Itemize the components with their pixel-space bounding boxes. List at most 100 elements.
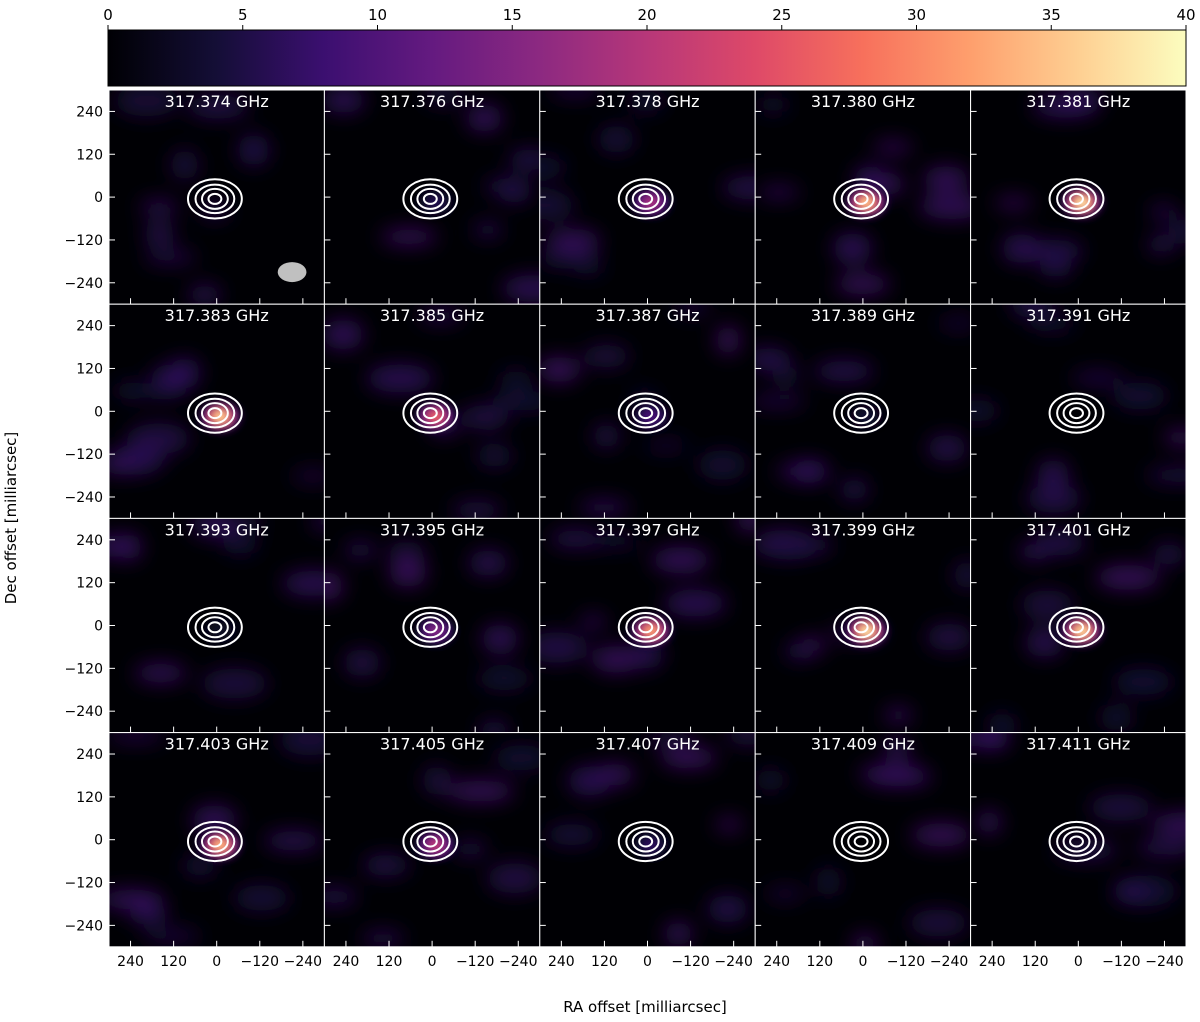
continuum-contours <box>402 820 459 863</box>
contour-line <box>409 183 451 215</box>
contour-line <box>625 612 667 643</box>
channel-frequency-label: 317.403 GHz <box>165 735 269 754</box>
x-tick-label: 240 <box>117 954 144 970</box>
y-tick-label: 0 <box>94 833 103 849</box>
channel-frequency-label: 317.399 GHz <box>811 520 915 539</box>
contour-line <box>625 826 667 857</box>
continuum-contours <box>186 392 243 434</box>
channel-frequency-label: 317.393 GHz <box>165 520 269 539</box>
noise-field <box>755 736 971 947</box>
y-tick-label: 120 <box>76 790 103 806</box>
x-tick-label: −240 <box>1145 954 1183 970</box>
contour-line <box>416 402 445 425</box>
channel-panel: 317.403 GHz 240 120 0 −120 −240 240 120 0 −120 −24… <box>65 732 325 970</box>
x-tick-label: 0 <box>643 954 652 970</box>
colorbar-tick-label: 10 <box>368 6 387 24</box>
contour-line <box>207 621 223 634</box>
y-tick-label: 0 <box>94 404 103 420</box>
y-tick-label: −120 <box>65 233 103 249</box>
noise-field <box>109 518 325 699</box>
panel-background <box>970 732 1186 947</box>
colorbar-ticks: 0 5 10 15 20 25 30 35 40 <box>103 6 1196 30</box>
contour-line <box>200 187 229 210</box>
contour-line <box>1069 192 1084 205</box>
channel-panel: 317.401 GHz <box>970 517 1187 734</box>
channel-panel: 317.407 GHz 240 120 0 −120 −240 <box>539 732 756 970</box>
channel-panel: 317.389 GHz <box>754 303 972 519</box>
contour-line <box>194 826 236 857</box>
continuum-contours <box>186 606 243 648</box>
y-tick-label: 0 <box>94 190 103 206</box>
x-tick-label: 240 <box>763 954 790 970</box>
y-tick-label: 240 <box>76 533 103 549</box>
x-tick-label: 240 <box>548 954 575 970</box>
y-tick-label: −240 <box>65 276 103 292</box>
x-tick-label: 0 <box>1074 954 1083 970</box>
colorbar-tick-label: 40 <box>1176 6 1195 24</box>
x-tick-label: 120 <box>376 954 403 970</box>
x-tick-label: −240 <box>714 954 752 970</box>
noise-field <box>109 357 325 483</box>
channel-frequency-label: 317.401 GHz <box>1026 520 1130 539</box>
continuum-contours <box>617 820 674 863</box>
colorbar-tick-label: 30 <box>907 6 926 24</box>
contour-line <box>631 402 660 425</box>
noise-field <box>109 732 325 944</box>
contour-line <box>631 616 660 639</box>
x-tick-label: −240 <box>284 954 322 970</box>
contour-line <box>840 397 882 429</box>
contour-line <box>1062 187 1091 210</box>
y-axis-label: Dec offset [milliarcsec] <box>2 432 20 605</box>
contour-line <box>422 192 438 205</box>
contour-line <box>617 606 674 648</box>
channel-panel: 317.399 GHz <box>754 517 972 734</box>
contour-line <box>840 612 882 643</box>
y-tick-label: −240 <box>65 704 103 720</box>
contour-line <box>833 820 890 863</box>
contour-line <box>422 835 438 848</box>
contour-line <box>416 830 445 853</box>
contour-line <box>631 830 660 853</box>
channel-panel: 317.374 GHz 240 120 0 −120 −240 <box>65 89 325 305</box>
contour-line <box>402 606 459 648</box>
x-axis-label: RA offset [milliarcsec] <box>563 998 727 1016</box>
contour-line <box>617 392 674 434</box>
channel-frequency-label: 317.378 GHz <box>595 92 699 111</box>
contour-line <box>409 612 451 643</box>
channel-panel: 317.395 GHz <box>323 517 541 734</box>
continuum-contours <box>186 178 243 220</box>
continuum-contours <box>833 606 890 648</box>
continuum-contours <box>833 820 890 863</box>
channel-frequency-label: 317.411 GHz <box>1026 735 1130 754</box>
colorbar-tick-label: 25 <box>772 6 791 24</box>
contour-line <box>853 407 869 420</box>
contour-line <box>416 187 445 210</box>
contour-line <box>194 612 236 643</box>
panel-background <box>970 304 1186 519</box>
contour-line <box>402 178 459 220</box>
contour-line <box>422 407 438 420</box>
x-tick-label: −120 <box>671 954 709 970</box>
colorbar-tick-label: 0 <box>103 6 113 24</box>
contour-line <box>853 835 869 848</box>
contour-line <box>194 183 236 215</box>
y-tick-label: −120 <box>65 447 103 463</box>
y-tick-label: −240 <box>65 490 103 506</box>
contour-line <box>631 187 660 210</box>
colorbar-tick-label: 35 <box>1042 6 1061 24</box>
contour-line <box>840 183 882 215</box>
contour-line <box>833 606 890 648</box>
contour-line <box>840 826 882 857</box>
beam-ellipse <box>277 262 307 283</box>
channel-frequency-label: 317.380 GHz <box>811 92 915 111</box>
contour-line <box>847 187 876 210</box>
continuum-contours <box>617 392 674 434</box>
channel-frequency-label: 317.405 GHz <box>380 735 484 754</box>
contour-line <box>625 183 667 215</box>
continuum-contours <box>1048 392 1105 434</box>
continuum-contours <box>1048 178 1105 220</box>
channel-frequency-label: 317.383 GHz <box>165 306 269 325</box>
y-tick-label: 0 <box>94 619 103 635</box>
contour-line <box>853 192 869 205</box>
continuum-contours <box>402 606 459 648</box>
